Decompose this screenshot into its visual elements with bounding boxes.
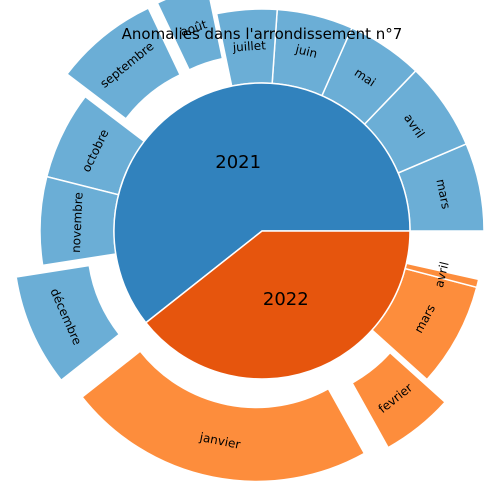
outer-wedge-2021-aout [156,0,224,71]
inner-wedge-2021 [113,82,411,324]
inner-label-2021: 2021 [215,152,261,173]
inner-label-2022: 2022 [263,289,309,310]
outer-label-2021-novembre: novembre [69,192,86,253]
inner-labels: 2021 2022 [215,152,308,310]
outer-wedge-2022-janvier [81,350,366,483]
outer-label-2021-juillet: juillet [231,38,266,54]
outer-label-2022-avril: avril [432,260,452,289]
outer-label-2021-mars: mars [433,178,453,210]
outer-ring [15,0,485,483]
outer-wedge-2021-septembre [65,7,182,120]
outer-label-2021-juin: juin [293,42,319,61]
inner-ring [113,82,411,380]
outer-wedge-2022-fevrier [351,351,447,449]
chart-title: Anomalies dans l'arrondissement n°7 [122,25,403,43]
outer-wedge-2021-decembre [15,264,121,382]
inner-wedge-2022 [144,230,411,380]
